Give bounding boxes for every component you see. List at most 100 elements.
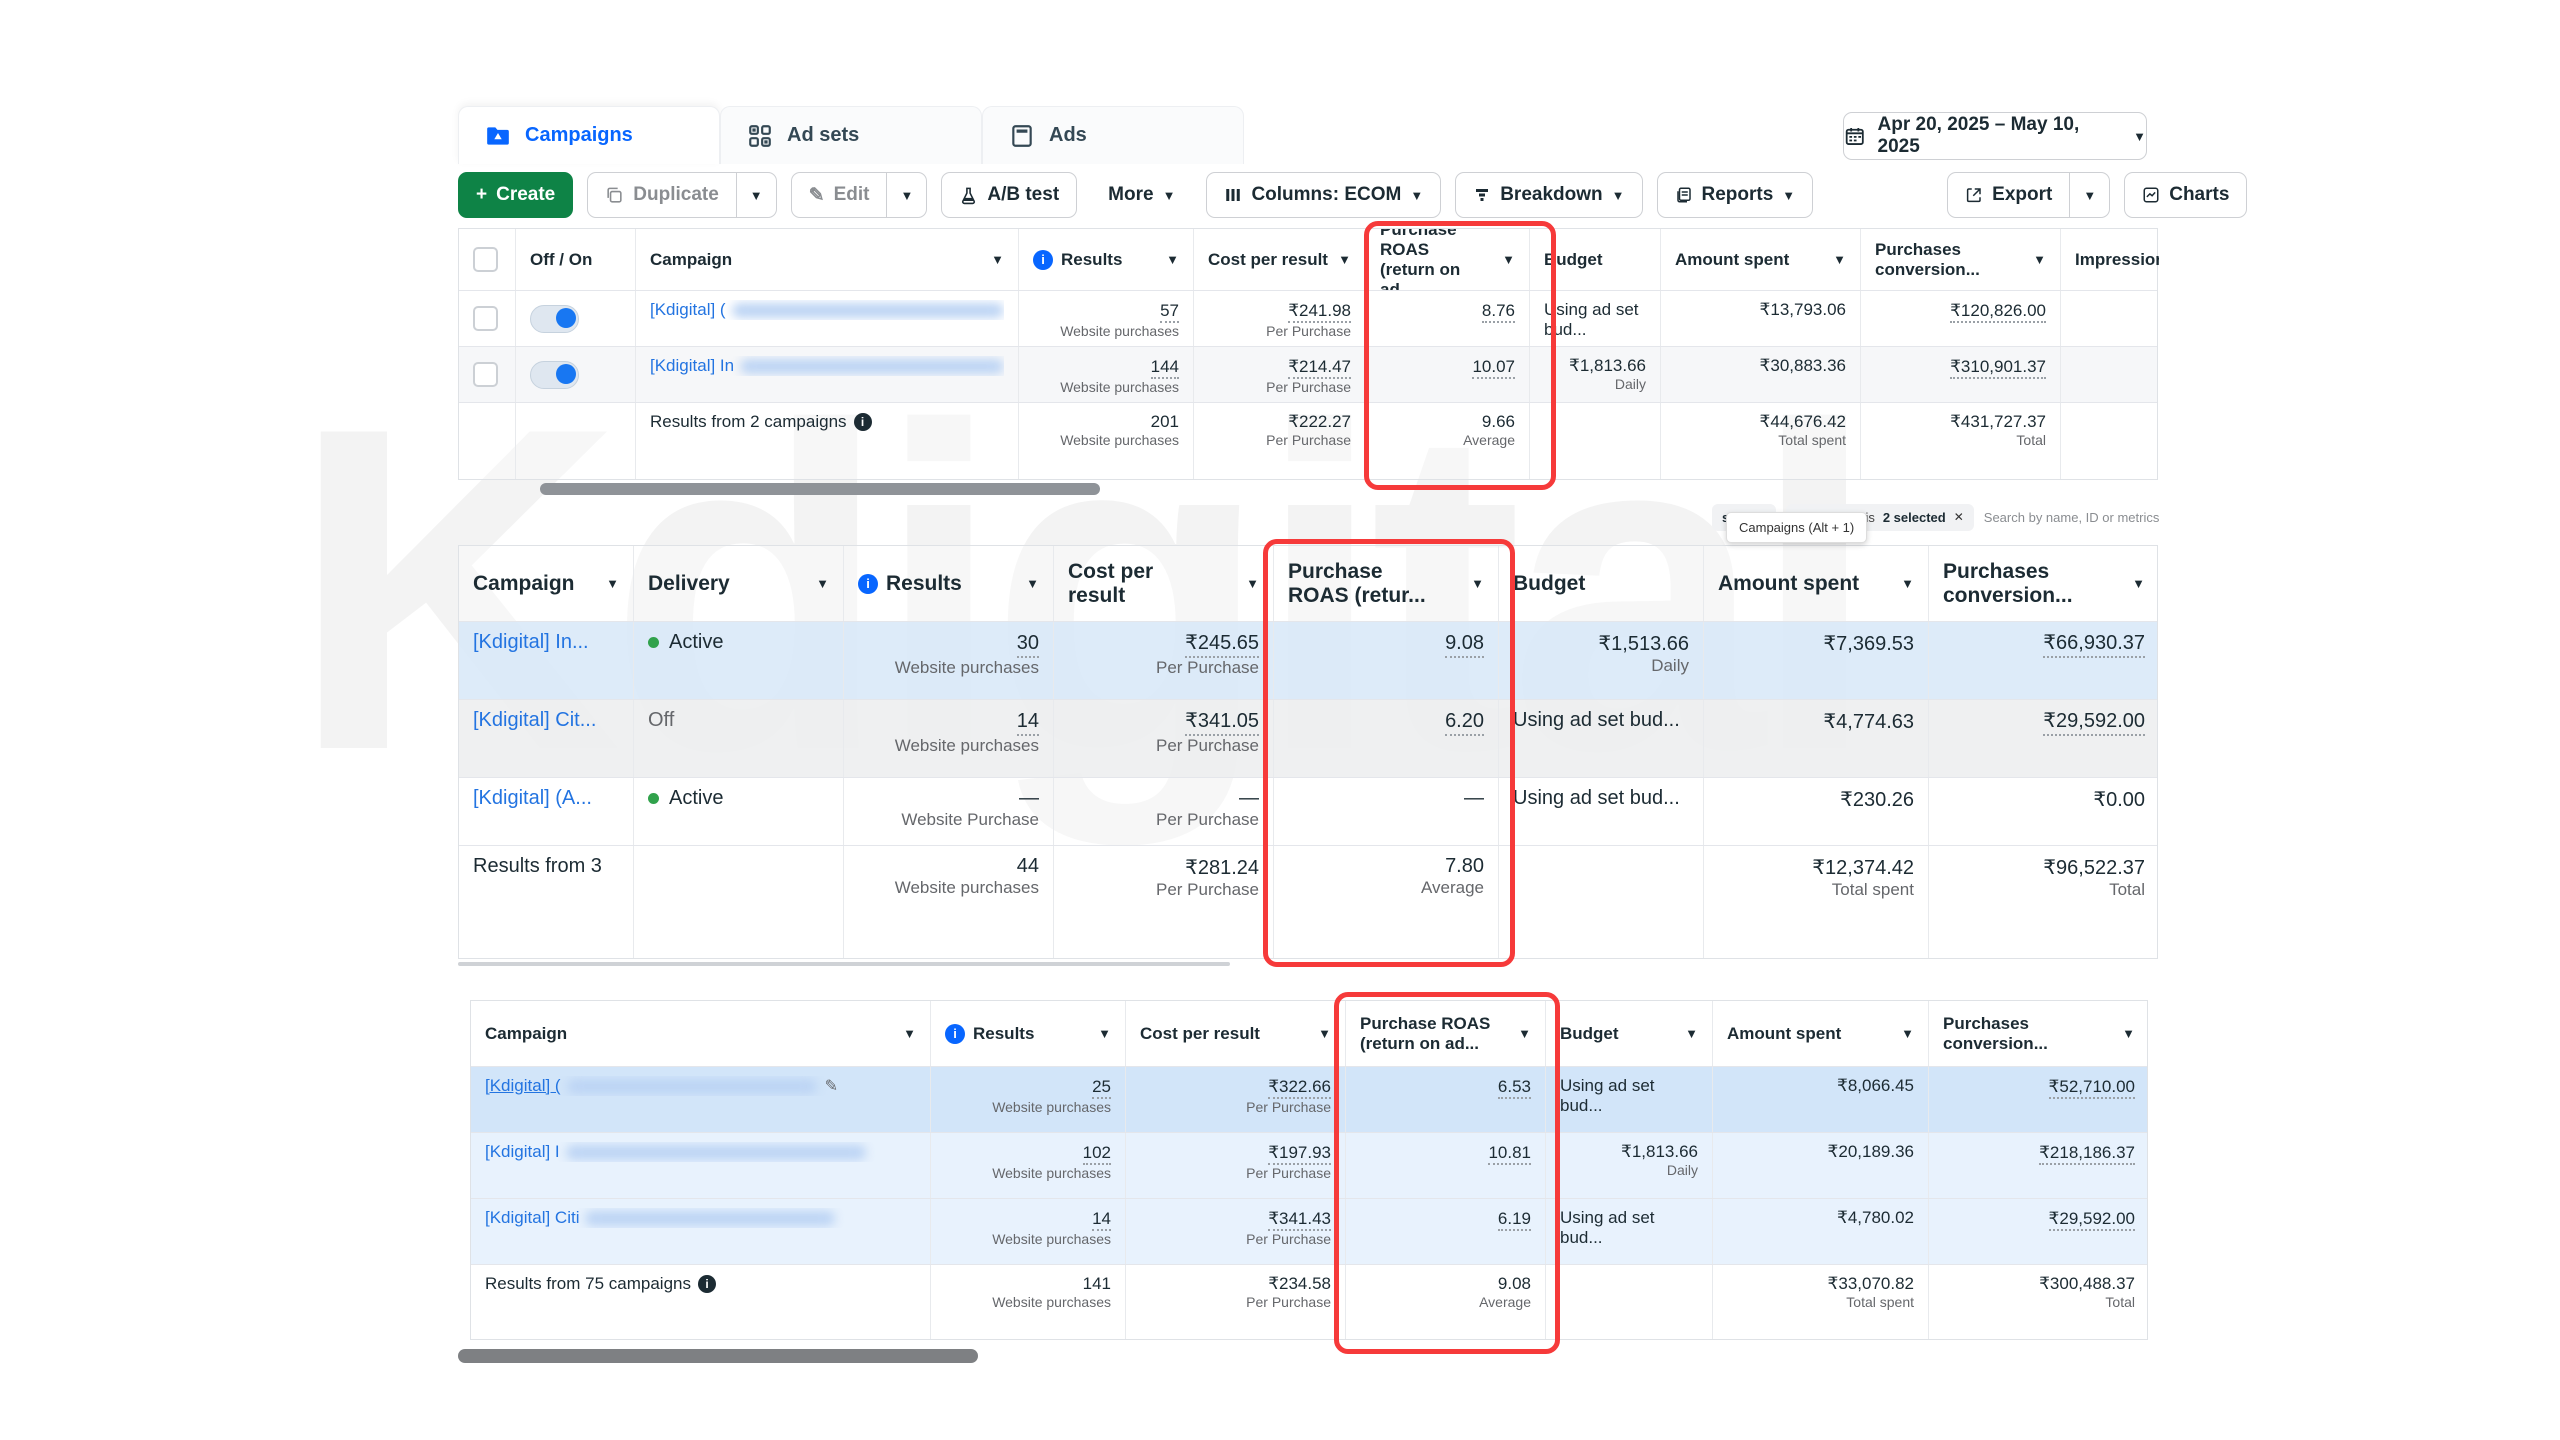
col-results[interactable]: i Results ▼ bbox=[844, 546, 1054, 621]
toggle-knob bbox=[556, 307, 576, 328]
horizontal-scrollbar[interactable] bbox=[540, 483, 1100, 495]
edit-caret-button[interactable]: ▼ bbox=[887, 172, 928, 218]
calendar-icon bbox=[1845, 127, 1864, 145]
col-purchases-conversion[interactable]: Purchases conversion... ▼ bbox=[1943, 1013, 2135, 1053]
campaign-name-cell[interactable]: [Kdigital] (A... bbox=[459, 778, 634, 845]
campaign-name-cell[interactable]: [Kdigital] In... bbox=[459, 622, 634, 699]
export-button[interactable]: Export bbox=[1947, 172, 2071, 218]
footer-cost-cell: ₹234.58 Per Purchase bbox=[1126, 1265, 1346, 1339]
chevron-down-icon: ▼ bbox=[1782, 187, 1796, 203]
tab-ads[interactable]: Ads bbox=[982, 106, 1244, 164]
sort-caret-icon: ▼ bbox=[1901, 576, 1914, 591]
col-purchase-roas[interactable]: Purchase ROAS (return on ad... ▼ bbox=[1366, 229, 1530, 290]
footer-spent-cell: ₹44,676.42 Total spent bbox=[1661, 403, 1861, 479]
delivery-cell: Off bbox=[634, 700, 844, 777]
columns-button[interactable]: Columns: ECOM ▼ bbox=[1206, 172, 1442, 218]
row-toggle-cell bbox=[516, 291, 636, 346]
duplicate-caret-button[interactable]: ▼ bbox=[736, 172, 777, 218]
pencil-icon[interactable]: ✎ bbox=[824, 1078, 838, 1095]
duplicate-label: Duplicate bbox=[633, 184, 719, 205]
ab-test-button[interactable]: A/B test bbox=[941, 172, 1078, 218]
tab-campaigns[interactable]: Campaigns bbox=[458, 106, 720, 164]
edit-button[interactable]: ✎ Edit bbox=[790, 172, 888, 218]
campaign-name-cell[interactable]: [Kdigital] Citi bbox=[471, 1199, 931, 1264]
reports-button[interactable]: Reports ▼ bbox=[1656, 172, 1814, 218]
col-purchase-roas[interactable]: Purchase ROAS (retur... ▼ bbox=[1274, 546, 1499, 621]
col-campaign[interactable]: Campaign ▼ bbox=[636, 229, 1019, 290]
info-icon[interactable]: i bbox=[853, 413, 872, 431]
export-label: Export bbox=[1992, 184, 2053, 205]
budget-cell: Using ad set bud... bbox=[1499, 778, 1704, 845]
col-amount-spent[interactable]: Amount spent ▼ bbox=[1704, 546, 1929, 621]
info-icon[interactable]: i bbox=[697, 1275, 716, 1293]
campaign-toggle[interactable] bbox=[530, 304, 579, 333]
create-button[interactable]: + Create bbox=[458, 172, 574, 218]
select-all-checkbox[interactable] bbox=[473, 247, 498, 272]
roas-cell: 10.07 bbox=[1366, 347, 1530, 402]
blurred-campaign-name bbox=[565, 1144, 866, 1160]
results-cell: 14 Website purchases bbox=[931, 1199, 1126, 1264]
row-toggle-cell bbox=[516, 347, 636, 402]
date-range-picker[interactable]: Apr 20, 2025 – May 10, 2025 ▼ bbox=[1843, 112, 2147, 160]
purchases-cell: ₹120,826.00 bbox=[1861, 291, 2061, 346]
budget-cell: Using ad set bud... bbox=[1546, 1199, 1713, 1264]
col-amount-spent[interactable]: Amount spent ▼ bbox=[1661, 229, 1861, 290]
campaign-name-cell[interactable]: [Kdigital] Cit... bbox=[459, 700, 634, 777]
duplicate-button[interactable]: Duplicate bbox=[587, 172, 737, 218]
cost-cell: ₹214.47 Per Purchase bbox=[1194, 347, 1366, 402]
sort-caret-icon: ▼ bbox=[1098, 1026, 1111, 1041]
sort-caret-icon: ▼ bbox=[1502, 252, 1515, 267]
col-delivery[interactable]: Delivery ▼ bbox=[634, 546, 844, 621]
row-checkbox[interactable] bbox=[473, 362, 498, 387]
footer-label-cell: Results from 75 campaigns i bbox=[471, 1265, 931, 1339]
roas-cell: 9.08 bbox=[1274, 622, 1499, 699]
col-cost-per-result[interactable]: Cost per result ▼ bbox=[1054, 546, 1274, 621]
chevron-down-icon: ▼ bbox=[2083, 187, 2097, 203]
horizontal-scrollbar[interactable] bbox=[458, 962, 1230, 966]
cost-cell: ₹341.43 Per Purchase bbox=[1126, 1199, 1346, 1264]
table-row: [Kdigital] I 102 Website purchases ₹197.9… bbox=[471, 1133, 2147, 1199]
footer-cost-cell: ₹222.27 Per Purchase bbox=[1194, 403, 1366, 479]
sort-caret-icon: ▼ bbox=[2122, 1026, 2135, 1041]
col-results[interactable]: i Results ▼ bbox=[931, 1001, 1126, 1066]
table-row: [Kdigital] Cit... Off 14 Website purchase… bbox=[459, 700, 2157, 778]
campaign-name-cell[interactable]: [Kdigital] I bbox=[471, 1133, 931, 1198]
col-amount-spent[interactable]: Amount spent ▼ bbox=[1713, 1001, 1929, 1066]
tab-ad-sets[interactable]: Ad sets bbox=[720, 106, 982, 164]
campaign-name-cell[interactable]: [Kdigital] (✎ bbox=[471, 1067, 931, 1132]
col-budget[interactable]: Budget ▼ bbox=[1546, 1001, 1713, 1066]
col-budget[interactable]: Budget bbox=[1499, 546, 1704, 621]
export-caret-button[interactable]: ▼ bbox=[2070, 172, 2111, 218]
col-cost-per-result[interactable]: Cost per result ▼ bbox=[1126, 1001, 1346, 1066]
horizontal-scrollbar[interactable] bbox=[458, 1349, 978, 1363]
campaign-name-cell[interactable]: [Kdigital] ( bbox=[636, 291, 1019, 346]
campaigns-table-bottom: Campaign ▼ i Results ▼ Cost per result ▼ Pur… bbox=[470, 1000, 2148, 1340]
breakdown-button[interactable]: Breakdown ▼ bbox=[1455, 172, 1643, 218]
tab-campaigns-label: Campaigns bbox=[525, 124, 633, 146]
table-header-row: Campaign ▼ Delivery ▼ i Results ▼ Cost per re… bbox=[459, 546, 2157, 622]
campaign-toggle[interactable] bbox=[530, 360, 579, 389]
export-split-button: Export ▼ bbox=[1947, 172, 2111, 218]
campaign-name-cell[interactable]: [Kdigital] In bbox=[636, 347, 1019, 402]
col-campaign[interactable]: Campaign ▼ bbox=[459, 546, 634, 621]
table-footer-row: Results from 75 campaigns i 141 Website pu… bbox=[471, 1265, 2147, 1339]
more-button[interactable]: More ▼ bbox=[1091, 172, 1193, 218]
col-purchase-roas[interactable]: Purchase ROAS (return on ad... ▼ bbox=[1346, 1001, 1546, 1066]
sort-caret-icon: ▼ bbox=[1471, 576, 1484, 591]
col-impressions[interactable]: Impressions bbox=[2075, 249, 2159, 269]
col-results[interactable]: i Results ▼ bbox=[1019, 229, 1194, 290]
row-checkbox[interactable] bbox=[473, 306, 498, 331]
roas-cell: 10.81 bbox=[1346, 1133, 1546, 1198]
col-purchases-conversion[interactable]: Purchases conversion... ▼ bbox=[1943, 559, 2145, 607]
col-budget[interactable]: Budget bbox=[1530, 229, 1661, 290]
more-label: More bbox=[1108, 184, 1154, 205]
col-purchases-conversion[interactable]: Purchases conversion... ▼ bbox=[1861, 229, 2061, 290]
results-cell: 144 Website purchases bbox=[1019, 347, 1194, 402]
col-cost-per-result[interactable]: Cost per result ▼ bbox=[1194, 229, 1366, 290]
col-campaign[interactable]: Campaign ▼ bbox=[471, 1001, 931, 1066]
cost-cell: ₹245.65 Per Purchase bbox=[1054, 622, 1274, 699]
purchases-cell: ₹0.00 bbox=[2093, 789, 2145, 811]
search-input[interactable]: Search by name, ID or metrics bbox=[1983, 509, 2160, 525]
close-icon[interactable]: ✕ bbox=[1953, 510, 1964, 524]
charts-button[interactable]: Charts bbox=[2124, 172, 2248, 218]
